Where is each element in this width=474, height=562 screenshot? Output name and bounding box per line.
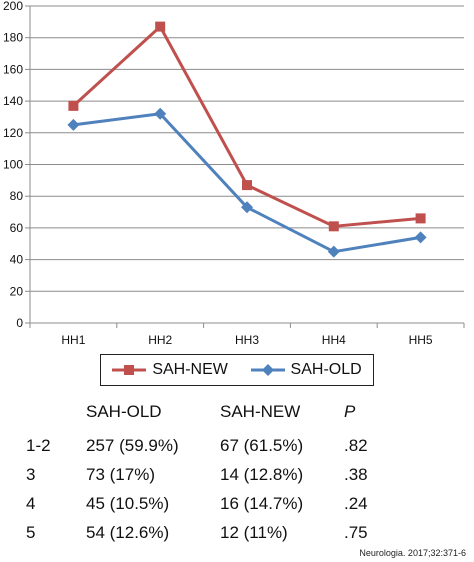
data-point-sah-new: [415, 213, 426, 224]
table-cell-group: 5: [26, 523, 36, 542]
data-point-sah-new: [328, 221, 339, 232]
table-cell-p: .82: [344, 436, 368, 455]
legend-swatch-sah-new: [112, 365, 147, 375]
source-credit: Neurologia. 2017;32:371-6: [359, 548, 466, 558]
y-tick-label: 120: [3, 126, 23, 140]
data-point-sah-new: [242, 180, 252, 191]
legend-label-sah-old: SAH-OLD: [290, 361, 362, 378]
legend-item-sah-old: SAH-OLD: [250, 361, 362, 379]
table-cell-sah-new: 14 (12.8%): [220, 465, 304, 484]
data-point-sah-old: [241, 201, 253, 214]
x-tick-label: HH4: [322, 333, 346, 347]
y-tick-label: 20: [10, 284, 24, 298]
legend-swatch-sah-old: [250, 364, 285, 376]
table-cell-group: 3: [26, 465, 36, 484]
line-chart: 0 20 40 60 80 100 120 140 160 180 200 HH1 HH2 HH3 HH4 H…: [3, 0, 465, 347]
table-cell-p: .75: [344, 523, 368, 542]
y-tick-label: 40: [10, 253, 24, 267]
table-cell-sah-new: 16 (14.7%): [220, 494, 304, 513]
x-tick-label: HH3: [235, 333, 259, 347]
chart-legend: SAH-NEW SAH-OLD: [100, 354, 374, 386]
table-header-sah-new: SAH-NEW: [220, 402, 301, 421]
y-tick-label: 80: [10, 189, 24, 203]
table-cell-sah-old: 54 (12.6%): [86, 523, 170, 542]
x-tick-label: HH5: [409, 333, 433, 347]
table-header-sah-old: SAH-OLD: [86, 402, 162, 421]
table-cell-sah-new: 12 (11%): [220, 523, 288, 542]
y-tick-label: 140: [3, 94, 23, 108]
y-tick-label: 0: [16, 316, 23, 330]
table-cell-p: .24: [344, 494, 368, 513]
data-point-sah-old: [154, 107, 167, 120]
x-tick-label: HH2: [148, 333, 172, 347]
data-point-sah-old: [327, 245, 340, 258]
y-tick-label: 100: [3, 158, 23, 172]
data-point-sah-new: [68, 100, 79, 111]
y-tick-label: 200: [3, 0, 23, 13]
table-cell-sah-old: 73 (17%): [86, 465, 155, 484]
data-point-sah-old: [414, 231, 427, 244]
table-header-p: P: [344, 402, 356, 421]
data-point-sah-new: [155, 21, 166, 32]
y-tick-label: 60: [10, 221, 24, 235]
legend-label-sah-new: SAH-NEW: [152, 361, 228, 378]
legend-item-sah-new: SAH-NEW: [112, 361, 228, 379]
table-cell-group: 1-2: [26, 436, 51, 455]
y-tick-label: 180: [3, 31, 23, 45]
x-tick-label: HH1: [61, 333, 85, 347]
y-tick-label: 160: [3, 62, 23, 76]
table-cell-sah-new: 67 (61.5%): [220, 436, 304, 455]
data-point-sah-old: [67, 118, 80, 131]
table-cell-sah-old: 257 (59.9%): [86, 436, 179, 455]
table-cell-group: 4: [26, 494, 36, 513]
table-cell-p: .38: [344, 465, 368, 484]
table-cell-sah-old: 45 (10.5%): [86, 494, 170, 513]
